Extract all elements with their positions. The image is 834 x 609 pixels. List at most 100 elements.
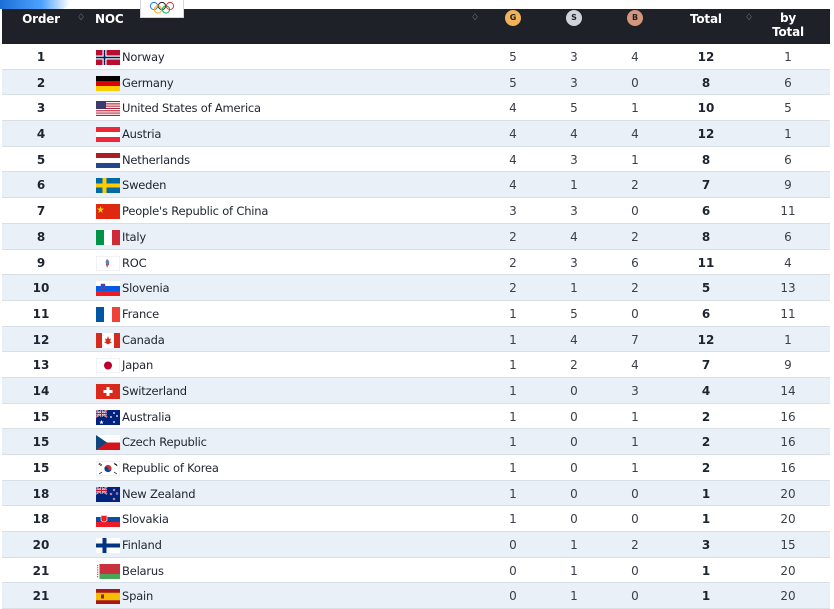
country-name-link[interactable]: Germany (122, 75, 174, 90)
rank-cell: 15 (32, 461, 50, 475)
finland-flag-icon (96, 538, 120, 554)
table-row[interactable]: 13 Japan 1 2 4 7 9 (2, 352, 830, 378)
country-name-link[interactable]: Netherlands (122, 152, 190, 167)
table-row[interactable]: 21 Belarus 0 1 0 1 20 (2, 557, 830, 584)
gold-count: 1 (509, 383, 517, 398)
table-row[interactable]: 15 Republic of Korea 1 0 1 2 16 (2, 455, 830, 481)
rank-by-total: 6 (784, 229, 792, 244)
bronze-count: 0 (631, 306, 639, 321)
rank-by-total: 9 (784, 358, 792, 373)
rank-cell: 8 (36, 229, 46, 244)
table-row[interactable]: 20 Finland 0 1 2 3 15 (2, 532, 830, 558)
country-name-link[interactable]: Italy (122, 229, 146, 244)
table-row[interactable]: 15 Australia 1 0 1 2 16 (2, 403, 830, 430)
silver-medal-icon[interactable]: S (566, 10, 582, 26)
column-header-total[interactable]: Total (690, 12, 722, 26)
czech-flag-graphic (96, 435, 120, 451)
country-name-link[interactable]: People's Republic of China (122, 204, 269, 219)
rank-by-total: 15 (780, 538, 796, 553)
table-row[interactable]: 6 Sweden 4 1 2 7 9 (2, 172, 830, 199)
sort-noc-icon[interactable]: ♢ (471, 13, 480, 23)
rank-cell: 10 (32, 281, 50, 296)
bronze-count: 1 (631, 152, 639, 167)
table-row[interactable]: 18 New Zealand 1 0 0 1 20 (2, 480, 830, 507)
gold-count: 2 (509, 229, 517, 244)
silver-count: 2 (570, 358, 578, 373)
country-name-link[interactable]: Sweden (122, 178, 167, 193)
table-row[interactable]: 8 Italy 2 4 2 8 6 (2, 223, 830, 250)
column-header-noc[interactable]: NOC (95, 12, 124, 26)
table-row[interactable]: 12 Canada 1 4 7 12 1 (2, 326, 830, 353)
bronze-count: 1 (631, 461, 639, 475)
bronze-count: 4 (631, 127, 639, 142)
country-name-link[interactable]: Spain (122, 589, 154, 604)
silver-count: 3 (570, 152, 578, 167)
silver-count: 3 (570, 50, 578, 64)
sort-order-icon[interactable]: ♢ (77, 13, 86, 23)
rank-cell: 4 (36, 127, 46, 142)
total-count: 2 (701, 461, 711, 475)
country-name-link[interactable]: Belarus (122, 563, 164, 578)
bronze-count: 0 (631, 75, 639, 90)
newzealand-flag-icon (96, 486, 120, 502)
table-row[interactable]: 11 France 1 5 0 6 11 (2, 300, 830, 327)
table-row[interactable]: 10 Slovenia 2 1 2 5 13 (2, 275, 830, 301)
rank-cell: 7 (36, 204, 46, 219)
rank-cell: 3 (36, 101, 46, 116)
bronze-medal-icon[interactable]: B (627, 10, 643, 26)
country-name-link[interactable]: Australia (122, 409, 172, 424)
table-row[interactable]: 2 Germany 5 3 0 8 6 (2, 69, 830, 96)
country-name-link[interactable]: Slovenia (122, 281, 170, 296)
column-header-by-total[interactable]: by Total (770, 11, 806, 39)
silver-count: 1 (570, 281, 578, 296)
total-count: 6 (701, 306, 711, 321)
olympic-rings-icon (149, 1, 175, 14)
table-row[interactable]: 4 Austria 4 4 4 12 1 (2, 121, 830, 147)
rank-by-total: 20 (780, 486, 796, 501)
total-count: 12 (697, 127, 715, 142)
country-name-link[interactable]: Finland (122, 538, 162, 553)
country-name-link[interactable]: France (122, 306, 160, 321)
total-count: 6 (701, 204, 711, 219)
country-name-link[interactable]: Japan (122, 358, 154, 373)
country-name-link[interactable]: Switzerland (122, 383, 187, 398)
table-row[interactable]: 7 People's Republic of China 3 3 0 6 11 (2, 198, 830, 224)
usa-flag-icon (96, 101, 120, 117)
country-name-link[interactable]: Slovakia (122, 512, 169, 527)
silver-count: 1 (570, 178, 578, 193)
country-name-link[interactable]: Canada (122, 332, 165, 347)
sort-total-icon[interactable]: ♢ (745, 13, 754, 23)
table-row[interactable]: 21 Spain 0 1 0 1 20 (2, 583, 830, 609)
table-row[interactable]: 3 United States of America 4 5 1 10 5 (2, 95, 830, 122)
bronze-count: 1 (631, 409, 639, 424)
bronze-count: 1 (631, 435, 639, 450)
country-name-link[interactable]: New Zealand (122, 486, 196, 501)
rank-cell: 18 (32, 512, 50, 527)
table-row[interactable]: 18 Slovakia 1 0 0 1 20 (2, 506, 830, 533)
country-name-link[interactable]: Czech Republic (122, 435, 207, 450)
rank-by-total: 1 (784, 332, 792, 347)
column-header-order[interactable]: Order (22, 12, 60, 26)
country-name-link[interactable]: Norway (122, 50, 165, 64)
switzerland-flag-graphic (96, 383, 120, 399)
table-row[interactable]: 9 ROC 2 3 6 11 4 (2, 249, 830, 276)
total-count: 1 (701, 512, 711, 527)
gold-medal-icon[interactable]: G (505, 10, 521, 26)
gold-count: 0 (509, 589, 517, 604)
table-row[interactable]: 14 Switzerland 1 0 3 4 14 (2, 377, 830, 404)
country-name-link[interactable]: United States of America (122, 101, 261, 116)
medal-table-body: 1 Norway 5 3 4 12 1 2 Germany 5 3 0 8 6 … (2, 44, 830, 609)
table-row[interactable]: 5 Netherlands 4 3 1 8 6 (2, 146, 830, 173)
norway-flag-graphic (96, 50, 120, 65)
gold-count: 5 (509, 75, 517, 90)
table-header: Order ♢ NOC ♢ G S B Total ♢ by Total (2, 9, 830, 44)
rank-by-total: 20 (780, 563, 796, 578)
table-row[interactable]: 1 Norway 5 3 4 12 1 (2, 44, 830, 70)
table-row[interactable]: 15 Czech Republic 1 0 1 2 16 (2, 429, 830, 455)
country-name-link[interactable]: Republic of Korea (122, 461, 219, 475)
country-name-link[interactable]: ROC (122, 255, 147, 270)
bronze-count: 0 (631, 589, 639, 604)
silver-count: 4 (570, 332, 578, 347)
country-name-link[interactable]: Austria (122, 127, 162, 142)
rank-by-total: 11 (780, 306, 796, 321)
